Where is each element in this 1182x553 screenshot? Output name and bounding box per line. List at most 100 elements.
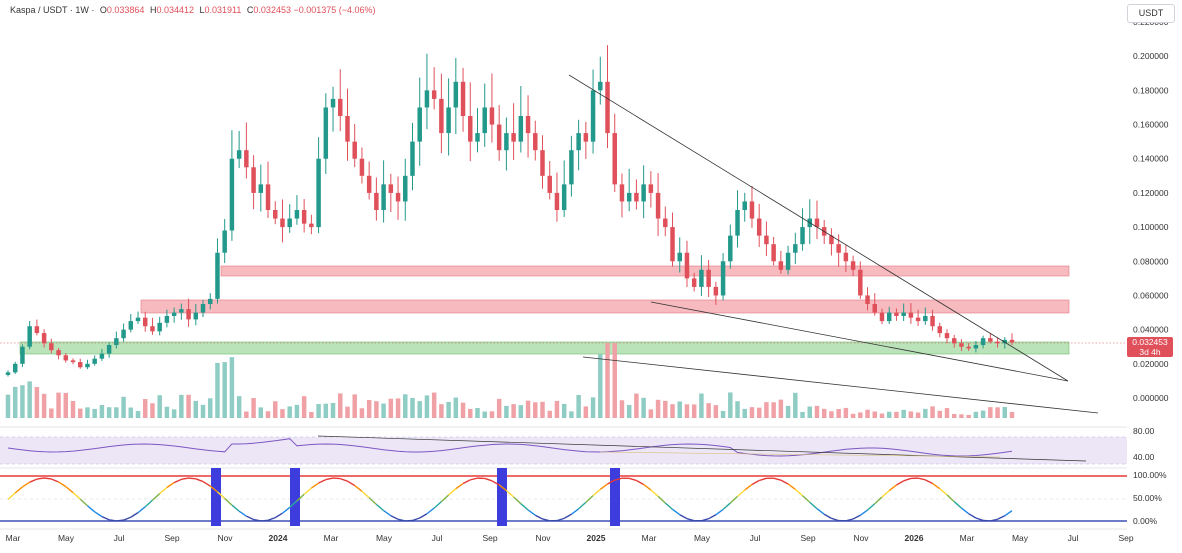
time-tick: May <box>694 533 711 543</box>
candle-body <box>901 312 906 316</box>
candle-body <box>128 321 134 330</box>
price-tick: 0.000000 <box>1133 393 1169 403</box>
stoch-highlight-bar <box>211 468 221 526</box>
stoch-segment <box>787 483 796 490</box>
stoch-segment <box>137 506 146 514</box>
candle-body <box>1009 339 1015 343</box>
volume-bar <box>756 407 762 418</box>
price-tick: 0.180000 <box>1133 85 1169 95</box>
stoch-segment <box>527 509 536 516</box>
time-tick: Jul <box>114 533 125 543</box>
volume-bar <box>280 409 285 418</box>
stoch-segment <box>462 479 471 485</box>
stoch-segment <box>1004 510 1013 517</box>
volume-bar <box>171 409 177 418</box>
volume-bar <box>663 400 668 418</box>
stoch-segment <box>737 489 746 497</box>
volume-bar <box>966 414 971 418</box>
time-tick: Sep <box>1118 533 1133 543</box>
stoch-segment <box>780 479 789 485</box>
time-tick: Nov <box>535 533 551 543</box>
stoch-segment <box>672 508 681 516</box>
volume-bar <box>403 394 408 418</box>
candle-body <box>186 309 191 320</box>
candle-body <box>424 90 430 108</box>
volume-bar <box>496 398 502 418</box>
volume-bar <box>576 394 581 418</box>
rsi-axis: 80.00 40.00 <box>1133 426 1155 462</box>
stoch-segment <box>802 495 811 503</box>
volume-bar <box>742 408 747 418</box>
stoch-segment <box>758 477 767 482</box>
stoch-segment <box>491 480 500 486</box>
time-tick: 2024 <box>269 533 288 543</box>
candle-body <box>908 312 914 318</box>
candle-body <box>879 312 885 322</box>
time-tick: Jul <box>1068 533 1079 543</box>
resistance-zone-lower <box>140 299 1070 314</box>
stoch-segment <box>412 517 420 522</box>
time-tick: Sep <box>800 533 815 543</box>
stoch-segment <box>498 484 507 492</box>
candle-body <box>229 158 235 231</box>
stoch-segment <box>628 477 637 482</box>
volume-bar <box>338 393 343 418</box>
volume-bar <box>287 406 292 418</box>
rsi-line <box>7 438 1013 457</box>
volume-bar <box>489 411 495 418</box>
volume-bar <box>778 399 784 418</box>
symbol-label[interactable]: Kaspa / USDT · 1W · <box>10 5 95 15</box>
volume-bar <box>670 404 675 418</box>
stoch-segment <box>231 504 240 512</box>
candle-body <box>1002 339 1008 344</box>
volume-bar <box>309 411 314 418</box>
candle-body <box>34 326 40 334</box>
candle-body <box>359 158 365 176</box>
candle-body <box>814 218 820 228</box>
volume-bar <box>865 409 870 418</box>
candle-body <box>258 184 264 193</box>
stoch-segment <box>513 496 522 505</box>
stoch-segment <box>657 495 666 504</box>
stoch-segment <box>181 477 189 481</box>
candle-body <box>251 167 256 193</box>
stoch-segment <box>22 481 31 488</box>
candle-body <box>381 184 386 210</box>
stoch-segment <box>816 508 825 515</box>
volume-bar <box>951 413 957 418</box>
volume-bar <box>208 398 213 418</box>
volume-bar <box>273 401 278 418</box>
stoch-segment <box>202 480 211 487</box>
stoch-segment <box>975 517 984 522</box>
volume-bar <box>764 402 769 418</box>
candle-body <box>626 192 632 202</box>
time-tick: Mar <box>960 533 975 543</box>
candle-body <box>886 312 892 322</box>
stoch-segment <box>715 508 724 516</box>
candle-body <box>612 133 617 185</box>
stoch-segment <box>614 477 623 481</box>
close-value: 0.032453 <box>253 5 291 15</box>
candle-body <box>778 261 784 270</box>
candle-body <box>309 223 314 228</box>
stoch-segment <box>946 494 955 503</box>
candle-body <box>728 235 733 262</box>
candle-body <box>648 184 654 193</box>
candle-body <box>150 326 155 332</box>
stoch-segment <box>505 490 515 498</box>
volume-bar <box>439 404 444 418</box>
volume-bar <box>70 400 76 418</box>
currency-selector[interactable]: USDT <box>1127 4 1175 23</box>
candle-body <box>200 304 206 313</box>
volume-bar <box>222 362 227 418</box>
volume-bar <box>626 404 632 418</box>
time-tick: 2026 <box>905 533 924 543</box>
stoch-segment <box>7 492 16 501</box>
candle-body <box>641 184 646 202</box>
stoch-segment <box>274 512 283 519</box>
volume-bar <box>41 393 47 418</box>
candle-body <box>720 261 726 296</box>
time-tick: Mar <box>324 533 339 543</box>
volume-bar <box>937 410 943 418</box>
